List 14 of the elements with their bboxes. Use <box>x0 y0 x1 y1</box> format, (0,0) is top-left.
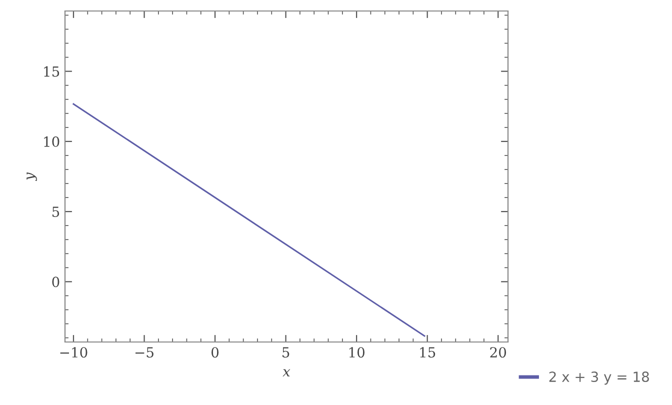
x-axis-title: x <box>282 369 290 376</box>
x-tick-label: 5 <box>282 347 290 358</box>
x-tick-label: 20 <box>490 347 506 358</box>
x-tick-label: 0 <box>212 347 219 358</box>
y-tick-label: 10 <box>44 136 60 147</box>
y-axis-title: y <box>26 172 37 181</box>
x-tick-label: −5 <box>135 347 154 358</box>
y-tick-label: 0 <box>52 276 60 288</box>
y-tick-label: 15 <box>44 66 60 77</box>
y-tick-label: 5 <box>52 206 60 218</box>
x-tick-label: 15 <box>420 347 436 358</box>
x-tick-label: 10 <box>349 347 364 358</box>
legend-label: 2 x + 3 y = 18 <box>549 372 649 385</box>
x-tick-label: −10 <box>60 347 88 358</box>
